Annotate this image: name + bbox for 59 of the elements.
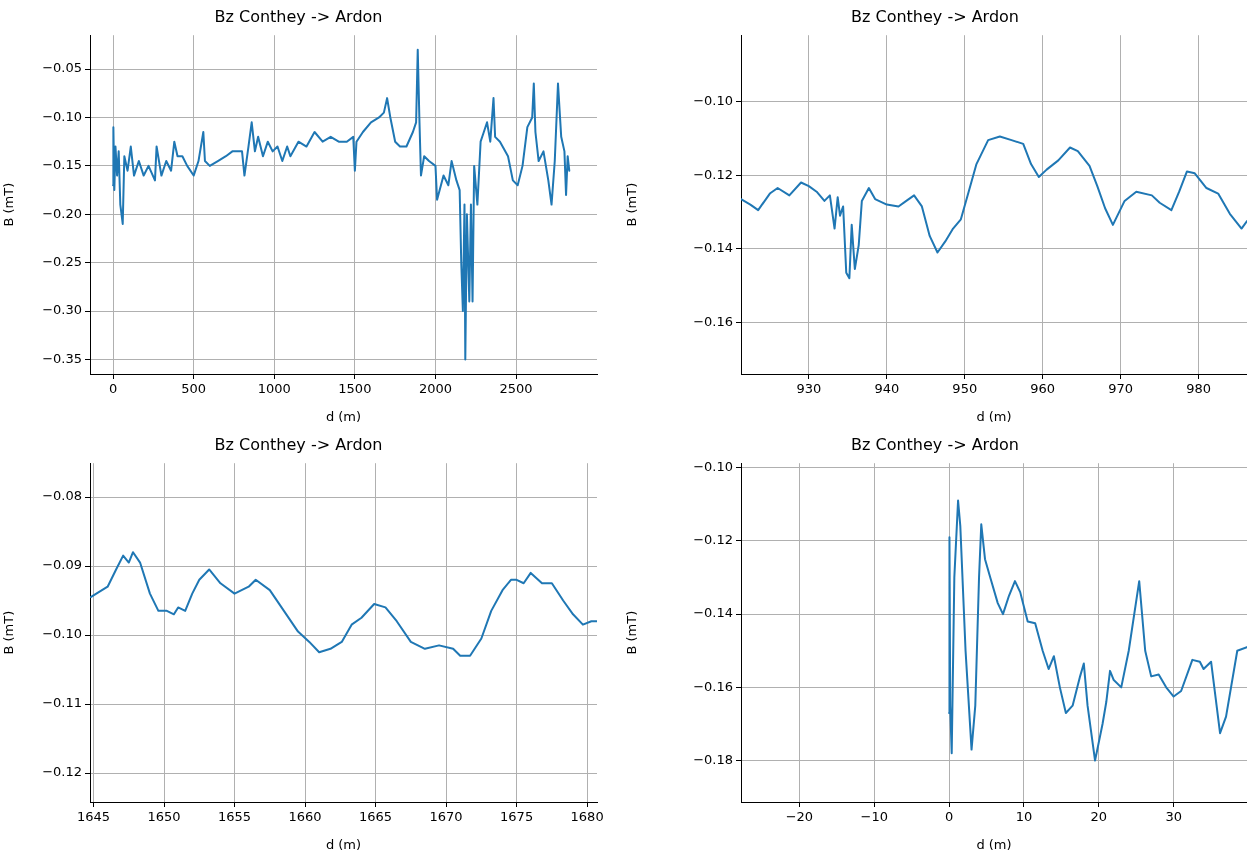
y-tick-label: −0.11 (42, 695, 82, 711)
y-tick-label: −0.09 (42, 557, 82, 573)
x-tick-label: 1645 (76, 809, 111, 825)
x-tick-label: 1500 (338, 381, 372, 397)
chart-title: Bz Conthey -> Ardon (851, 6, 1019, 26)
y-tick-label: −0.20 (42, 205, 82, 221)
x-tick-label: −20 (785, 809, 814, 825)
y-tick-label: −0.16 (693, 313, 733, 329)
x-tick-label: 20 (1090, 809, 1108, 825)
y-axis-title: B (mT) (624, 610, 640, 655)
y-tick-label: −0.16 (693, 678, 733, 694)
x-tick-label: 1675 (500, 809, 534, 825)
chart-title: Bz Conthey -> Ardon (851, 434, 1019, 454)
x-tick-label: 30 (1165, 809, 1182, 825)
x-tick-label: 960 (1030, 381, 1056, 397)
y-tick-label: −0.12 (693, 532, 733, 548)
y-axis-title: B (mT) (624, 182, 640, 227)
chart-title: Bz Conthey -> Ardon (214, 6, 383, 26)
x-tick-label: 1660 (288, 809, 322, 825)
x-tick-label: 2500 (499, 381, 533, 397)
x-tick-label: 930 (796, 381, 822, 397)
y-tick-label: −0.12 (42, 764, 82, 780)
y-tick-label: −0.18 (693, 751, 733, 767)
x-tick-label: 980 (1186, 381, 1212, 397)
y-tick-label: −0.14 (693, 240, 733, 256)
x-tick-label: 1665 (359, 809, 393, 825)
chart-title: Bz Conthey -> Ardon (214, 434, 383, 454)
y-tick-label: −0.10 (693, 92, 733, 108)
x-tick-label: 10 (1015, 809, 1033, 825)
x-tick-label: 970 (1108, 381, 1134, 397)
y-tick-label: −0.25 (42, 254, 82, 270)
x-tick-label: 940 (874, 381, 900, 397)
y-tick-label: −0.05 (42, 60, 82, 76)
y-axis-title: B (mT) (1, 182, 17, 227)
x-tick-label: 2000 (418, 381, 453, 397)
y-tick-label: −0.10 (42, 108, 82, 124)
x-axis-title: d (m) (325, 408, 362, 424)
x-tick-label: −10 (860, 809, 888, 825)
y-tick-label: −0.15 (42, 157, 82, 173)
y-tick-label: −0.12 (693, 166, 733, 182)
y-tick-label: −0.08 (42, 488, 82, 504)
y-tick-label: −0.35 (42, 350, 82, 366)
x-tick-label: 1650 (147, 809, 181, 825)
x-axis-title: d (m) (976, 836, 1012, 852)
x-tick-label: 1655 (218, 809, 252, 825)
y-tick-label: −0.14 (693, 605, 733, 621)
x-axis-title: d (m) (325, 836, 362, 852)
y-tick-label: −0.10 (42, 626, 82, 642)
x-tick-label: 1000 (257, 381, 291, 397)
x-axis-title: d (m) (976, 408, 1012, 424)
x-tick-label: 0 (944, 809, 954, 825)
x-tick-label: 950 (952, 381, 978, 397)
x-tick-label: 0 (108, 381, 118, 397)
x-tick-label: 1680 (570, 809, 604, 825)
y-tick-label: −0.30 (42, 302, 82, 318)
x-tick-label: 1670 (429, 809, 463, 825)
y-axis-title: B (mT) (1, 610, 17, 655)
y-tick-label: −0.10 (693, 458, 733, 474)
x-tick-label: 500 (181, 381, 207, 397)
